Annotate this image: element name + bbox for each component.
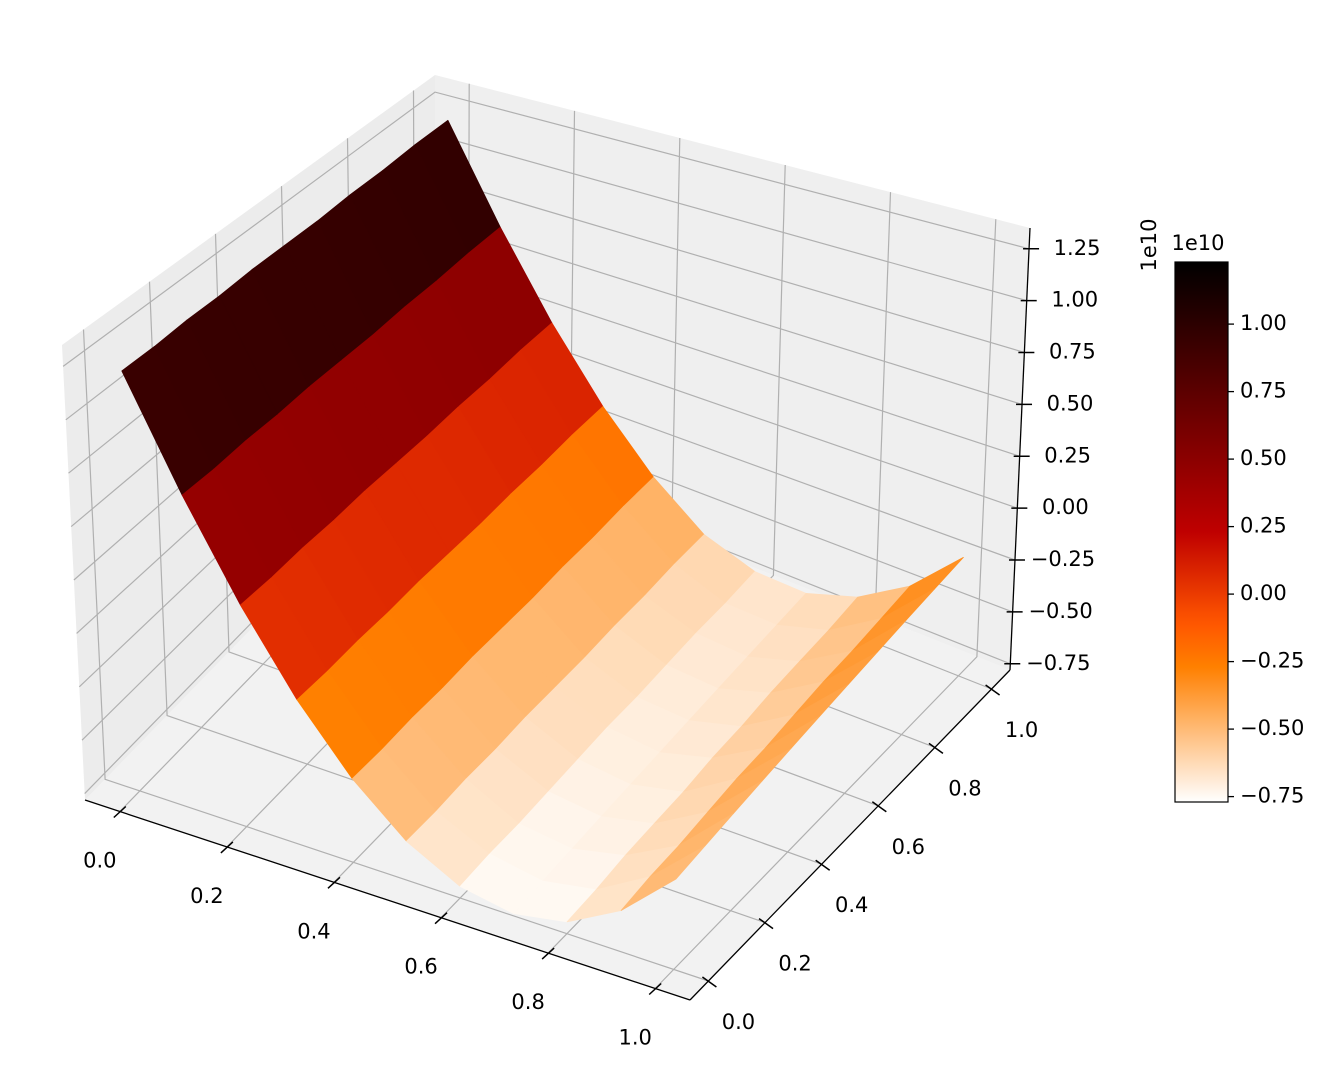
x-tick-label: 0.4 [297, 919, 330, 943]
z-axis-line [1009, 227, 1031, 671]
grid-line [654, 219, 997, 989]
y-tick [985, 684, 1001, 696]
y-tick-label: 0.0 [722, 1010, 755, 1034]
y-tick [871, 801, 887, 813]
y-tick [815, 859, 831, 871]
x-tick-label: 0.0 [83, 849, 116, 873]
surface-facet [620, 845, 706, 911]
grid-line [82, 329, 709, 982]
z-tick-label: −0.50 [1028, 599, 1092, 623]
x-tick-label: 0.2 [190, 884, 223, 908]
axes: 0.0 0.2 0.4 0.6 0.8 1.0 0.0 0.2 0.4 0.6 0.8 1.0 −0.7… [83, 227, 1101, 1049]
z-tick-label: 0.00 [1042, 495, 1089, 519]
x-tick-label: 1.0 [618, 1025, 651, 1049]
colorbar-tick-label: 0.75 [1240, 379, 1287, 403]
colorbar-tick-label: −0.25 [1240, 649, 1304, 673]
colorbar-tick-label: 0.25 [1240, 514, 1287, 538]
colorbar-tick-label: −0.75 [1240, 784, 1304, 808]
surface [121, 119, 964, 923]
colorbar-tick-label: −0.50 [1240, 716, 1304, 740]
y-tick-label: 0.4 [835, 893, 868, 917]
colorbar-tick-label: 0.00 [1240, 581, 1287, 605]
x-axis-line [84, 799, 691, 1001]
z-offset-text: 1e10 [1137, 218, 1161, 271]
colorbar-tick-label: 0.50 [1240, 446, 1287, 470]
x-tick-label: 0.6 [404, 955, 437, 979]
y-axis-line [689, 669, 1011, 1001]
back-pane [435, 75, 1030, 670]
y-tick-label: 0.6 [892, 835, 925, 859]
z-tick-label: 1.00 [1051, 288, 1098, 312]
y-tick-label: 0.8 [948, 776, 981, 800]
y-tick [928, 742, 944, 754]
z-tick-label: −0.25 [1031, 547, 1095, 571]
grid-line [62, 91, 1030, 367]
colorbar [1174, 261, 1229, 803]
y-tick [701, 976, 717, 988]
y-tick [758, 918, 774, 930]
z-tick-label: 1.25 [1054, 236, 1101, 260]
z-tick-label: 0.75 [1049, 340, 1096, 364]
z-tick-label: 0.50 [1047, 391, 1094, 415]
colorbar-offset-text: 1e10 [1171, 231, 1224, 255]
z-tick-label: 0.25 [1044, 443, 1091, 467]
y-tick-label: 1.0 [1005, 718, 1038, 742]
colorbar-tick-label: 1.00 [1240, 311, 1287, 335]
z-tick-label: −0.75 [1026, 651, 1090, 675]
y-tick-label: 0.2 [778, 952, 811, 976]
x-tick-label: 0.8 [511, 990, 544, 1014]
